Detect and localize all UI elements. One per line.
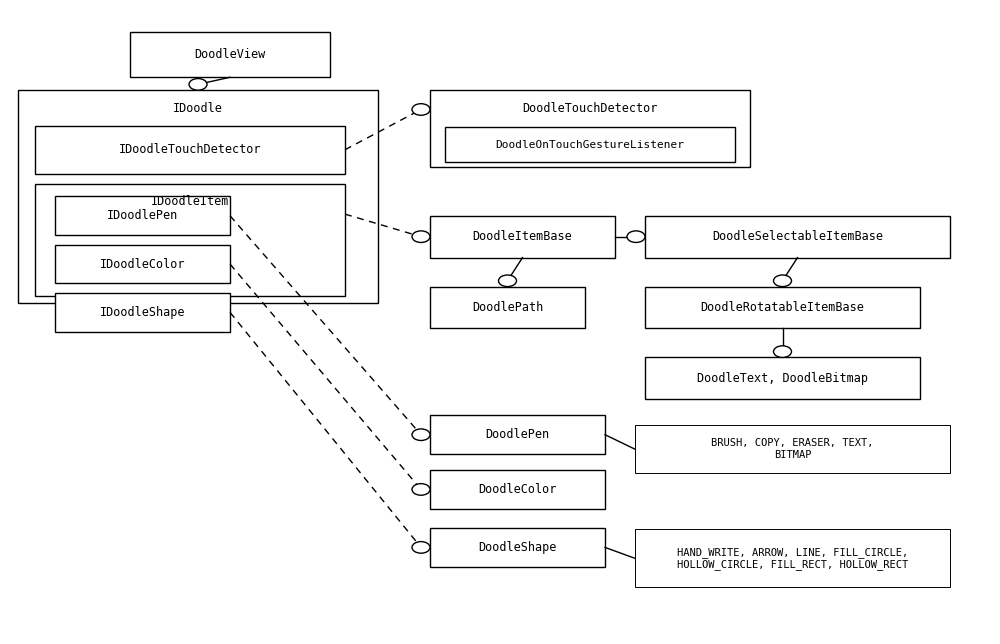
Circle shape: [412, 231, 430, 243]
Bar: [130, 32, 330, 77]
Text: DoodleItemBase: DoodleItemBase: [473, 230, 572, 243]
Bar: [430, 415, 605, 454]
Circle shape: [627, 231, 645, 243]
Bar: [55, 293, 230, 332]
Bar: [430, 528, 605, 567]
Bar: [430, 216, 615, 258]
Bar: [635, 425, 950, 473]
Text: DoodleText, DoodleBitmap: DoodleText, DoodleBitmap: [697, 372, 868, 385]
Text: DoodlePen: DoodlePen: [485, 428, 550, 441]
Text: IDoodleItem: IDoodleItem: [151, 195, 229, 208]
Text: DoodleOnTouchGestureListener: DoodleOnTouchGestureListener: [496, 140, 684, 149]
Circle shape: [774, 346, 792, 357]
Text: HAND_WRITE, ARROW, LINE, FILL_CIRCLE,
HOLLOW_CIRCLE, FILL_RECT, HOLLOW_RECT: HAND_WRITE, ARROW, LINE, FILL_CIRCLE, HO…: [677, 547, 908, 570]
Bar: [430, 90, 750, 167]
Text: IDoodle: IDoodle: [173, 102, 223, 115]
Circle shape: [412, 429, 430, 440]
Circle shape: [498, 275, 516, 287]
Bar: [445, 127, 735, 162]
Bar: [430, 470, 605, 509]
Text: IDoodleColor: IDoodleColor: [100, 258, 185, 270]
Text: DoodleSelectableItemBase: DoodleSelectableItemBase: [712, 230, 883, 243]
Circle shape: [412, 484, 430, 495]
Circle shape: [412, 104, 430, 115]
Bar: [645, 357, 920, 399]
Circle shape: [412, 542, 430, 553]
Text: IDoodlePen: IDoodlePen: [107, 209, 178, 222]
Circle shape: [189, 79, 207, 90]
Text: DoodlePath: DoodlePath: [472, 301, 543, 314]
Text: DoodleView: DoodleView: [194, 48, 266, 61]
Text: DoodleColor: DoodleColor: [478, 483, 557, 496]
Circle shape: [774, 275, 792, 287]
Bar: [645, 287, 920, 328]
Bar: [635, 529, 950, 587]
Text: DoodleTouchDetector: DoodleTouchDetector: [522, 102, 658, 115]
Bar: [35, 184, 345, 296]
Bar: [645, 216, 950, 258]
Bar: [18, 90, 378, 303]
Text: BRUSH, COPY, ERASER, TEXT,
BITMAP: BRUSH, COPY, ERASER, TEXT, BITMAP: [711, 439, 874, 460]
Text: IDoodleTouchDetector: IDoodleTouchDetector: [119, 143, 261, 156]
Bar: [430, 287, 585, 328]
Bar: [55, 196, 230, 235]
Text: IDoodleShape: IDoodleShape: [100, 306, 185, 319]
Bar: [55, 245, 230, 283]
Text: DoodleRotatableItemBase: DoodleRotatableItemBase: [701, 301, 864, 314]
Bar: [35, 126, 345, 174]
Text: DoodleShape: DoodleShape: [478, 541, 557, 554]
